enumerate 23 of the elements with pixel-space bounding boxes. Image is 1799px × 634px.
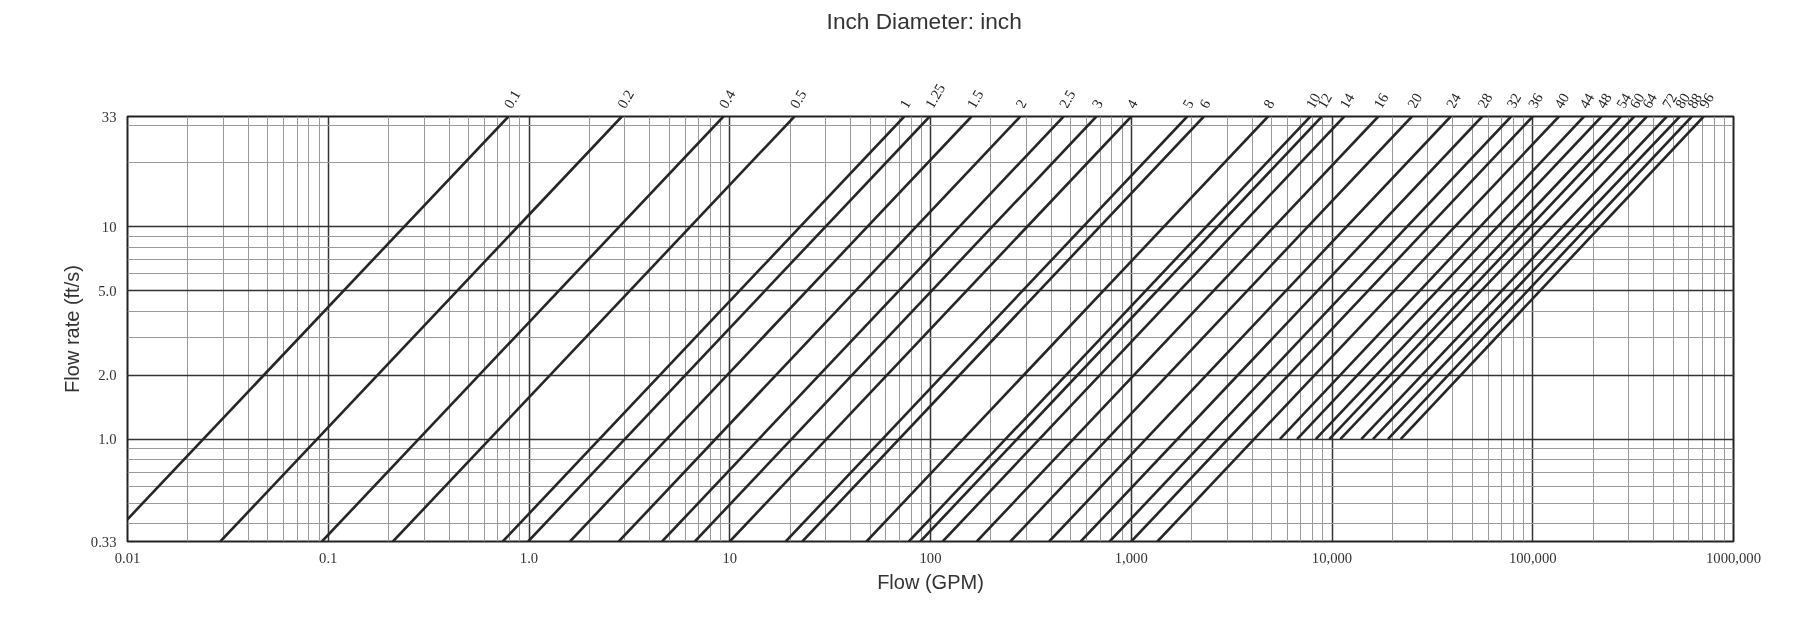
- x-axis-title: Flow (GPM): [877, 570, 984, 593]
- chart-title: Inch Diameter: inch: [826, 7, 1022, 34]
- y-tick-label: 5.0: [98, 282, 117, 299]
- text: 1.25: [921, 80, 949, 112]
- y-tick-label: 0.33: [90, 533, 117, 550]
- x-tick-label: 0.1: [319, 549, 338, 566]
- text: 1.5: [963, 87, 987, 112]
- x-tick-label: 10,000: [1311, 549, 1353, 566]
- x-tick-label: 1,000: [1114, 549, 1148, 566]
- x-tick-label: 100: [919, 549, 942, 566]
- y-tick-label: 33: [101, 108, 117, 125]
- y-axis-title: Flow rate (ft/s): [60, 265, 83, 393]
- x-tick-label: 0.01: [114, 549, 141, 566]
- x-tick-label: 10: [722, 549, 738, 566]
- text: 16: [1370, 90, 1392, 112]
- y-tick-label: 10: [101, 218, 117, 235]
- y-tick-label: 2.0: [98, 367, 117, 384]
- x-tick-label: 100,000: [1508, 549, 1557, 566]
- y-tick-label: 1.0: [98, 431, 117, 448]
- x-tick-label: 1000,000: [1706, 549, 1761, 566]
- text: 1: [896, 96, 914, 112]
- x-tick-label: 1.0: [519, 549, 539, 566]
- text: 14: [1336, 89, 1358, 112]
